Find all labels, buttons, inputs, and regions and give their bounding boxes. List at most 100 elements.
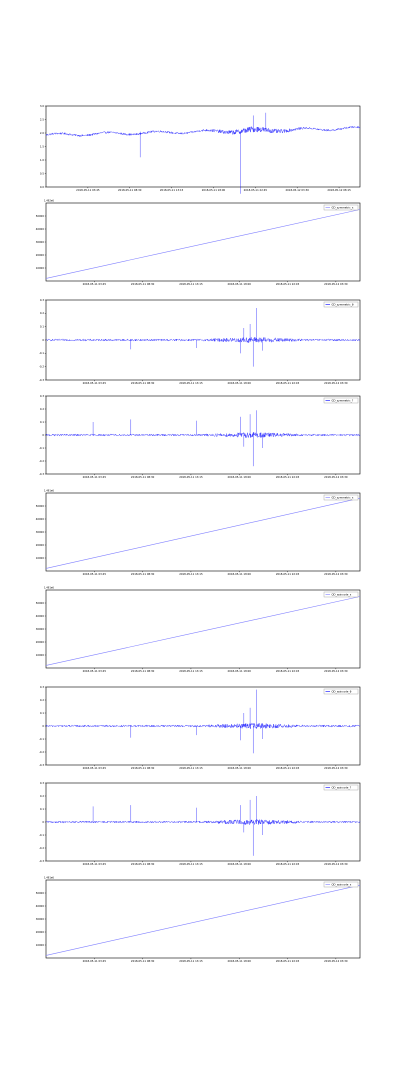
y-tick-label: 20000 — [36, 930, 45, 934]
legend: GD_symmetric_x — [323, 204, 359, 211]
chart-panel-7: -0.3 -0.2 -0.1 0 0.1 0.2 0.3 2018-05-11 03:45 20… — [39, 685, 361, 770]
y-tick-label: 0.2 — [40, 311, 44, 315]
x-tick-label: 2018-05-12 03:30 — [286, 188, 310, 192]
x-tick-label: 2018-05-11 08:30 — [131, 959, 155, 963]
legend-label: GD_symmetric_x — [332, 495, 354, 499]
legend-label: OD_asincode_x — [332, 592, 352, 596]
legend-box — [323, 881, 359, 888]
y-tick-label: 20000 — [36, 543, 45, 547]
x-tick-label: 2018-05-11 22:45 — [276, 766, 300, 770]
x-tick-label: 2018-05-11 13:15 — [179, 572, 203, 576]
y-tick-label: 40000 — [36, 227, 45, 231]
x-tick-label: 2018-05-11 03:45 — [83, 475, 107, 479]
series-line — [45, 884, 361, 956]
y-tick-label: 0.1 — [40, 807, 44, 811]
x-tick-label: 2018-05-11 22:45 — [276, 862, 300, 866]
x-tick-label: 2018-05-11 18:00 — [228, 862, 252, 866]
y-tick-label: 10000 — [36, 266, 45, 270]
x-tick-label: 2018-05-11 08:30 — [131, 766, 155, 770]
axis-offset-label: 1.491e6 — [44, 877, 54, 880]
y-tick-label: 0.3 — [40, 298, 44, 302]
axis-offset-label: 1.491e6 — [44, 587, 54, 590]
x-tick-label: 2018-05-12 03:30 — [324, 282, 348, 286]
series-line — [45, 497, 361, 569]
chart-panel-5: 10000 20000 30000 40000 50000 2018-05-11 03:4… — [36, 490, 361, 576]
x-tick-label: 2018-05-11 08:30 — [118, 188, 142, 192]
x-tick-label: 2018-05-11 08:30 — [131, 862, 155, 866]
x-tick-label: 2018-05-12 03:30 — [324, 959, 348, 963]
chart-panel-2: 10000 20000 30000 40000 50000 2018-05-11 03:4… — [36, 200, 361, 286]
y-tick-label: -0.2 — [39, 365, 44, 369]
y-tick-label: -0.1 — [39, 737, 44, 741]
chart-panel-9: 10000 20000 30000 40000 50000 2018-05-11 03:4… — [36, 877, 361, 963]
legend-label: OD_asincode_? — [332, 785, 352, 789]
plot-area — [45, 589, 361, 669]
y-tick-label: -0.3 — [39, 378, 44, 382]
x-tick-label: 2018-05-11 13:15 — [179, 475, 203, 479]
y-tick-label: 10000 — [36, 943, 45, 947]
x-tick-label: 2018-05-11 18:00 — [228, 282, 252, 286]
y-tick-label: 0.5 — [40, 171, 44, 175]
series-line — [45, 596, 361, 666]
axis-offset-label: 1.492e6 — [44, 200, 54, 203]
x-tick-label: 2018-05-11 18:00 — [228, 572, 252, 576]
y-tick-label: 10000 — [36, 556, 45, 560]
x-tick-label: 2018-05-11 03:45 — [83, 959, 107, 963]
y-tick-label: 0.1 — [40, 420, 44, 424]
legend-box — [323, 494, 359, 501]
legend-label: GD_symmetric_θ — [332, 302, 354, 306]
x-tick-label: 2018-05-11 03:45 — [83, 669, 107, 673]
y-tick-label: 50000 — [36, 214, 45, 218]
y-tick-label: -0.1 — [39, 351, 44, 355]
legend-box — [323, 784, 359, 791]
y-tick-label: -0.1 — [39, 446, 44, 450]
y-tick-label: 0 — [42, 820, 44, 824]
y-tick-label: 50000 — [36, 891, 45, 895]
y-tick-label: 0.3 — [40, 781, 44, 785]
legend-box — [323, 591, 359, 598]
y-tick-label: 2.5 — [40, 117, 44, 121]
x-tick-label: 2018-05-12 03:30 — [324, 862, 348, 866]
legend-label: OD_asincode_x — [332, 882, 352, 886]
y-tick-label: 0 — [42, 338, 44, 342]
y-tick-label: 30000 — [36, 530, 45, 534]
x-tick-label: 2018-05-11 03:45 — [83, 862, 107, 866]
series-line — [45, 432, 361, 438]
x-tick-label: 2018-05-11 08:30 — [131, 669, 155, 673]
plot-area — [45, 202, 361, 282]
x-tick-label: 2018-05-11 22:45 — [276, 669, 300, 673]
chart-panel-1: 0.0 0.5 1.0 1.5 2.0 2.5 3.0 2018-05-11 03:45 201… — [40, 104, 361, 194]
x-tick-label: 2018-05-12 03:30 — [324, 475, 348, 479]
y-tick-label: 50000 — [36, 601, 45, 605]
series-line — [45, 819, 361, 826]
legend-box — [323, 688, 359, 695]
legend-box — [323, 204, 359, 211]
y-tick-label: 3.0 — [40, 104, 44, 108]
y-tick-label: 0.3 — [40, 685, 44, 689]
x-tick-label: 2018-05-11 13:15 — [179, 282, 203, 286]
chart-panel-3: -0.3 -0.2 -0.1 0 0.1 0.2 0.3 2018-05-11 03:45 20… — [39, 298, 361, 385]
y-tick-label: 40000 — [36, 904, 45, 908]
x-tick-label: 2018-05-11 08:30 — [131, 475, 155, 479]
y-tick-label: -0.3 — [39, 472, 44, 476]
x-tick-label: 2018-05-11 03:45 — [83, 381, 107, 385]
y-tick-label: 20000 — [36, 640, 45, 644]
y-tick-label: 0 — [42, 433, 44, 437]
series-line — [45, 722, 361, 729]
y-tick-label: 2.0 — [40, 131, 44, 135]
x-tick-label: 2018-05-11 22:45 — [276, 381, 300, 385]
x-tick-label: 2018-05-11 13:15 — [179, 862, 203, 866]
legend: GD_symmetric_x — [323, 494, 359, 501]
x-tick-label: 2018-05-11 13:15 — [179, 381, 203, 385]
plot-area — [45, 492, 361, 572]
x-tick-label: 2018-05-11 03:45 — [76, 188, 100, 192]
y-tick-label: 40000 — [36, 614, 45, 618]
y-tick-label: 50000 — [36, 504, 45, 508]
y-tick-label: -0.1 — [39, 833, 44, 837]
y-tick-label: 30000 — [36, 917, 45, 921]
legend-label: GD_symmetric_x — [332, 205, 354, 209]
x-tick-label: 2018-05-12 03:30 — [324, 381, 348, 385]
x-tick-label: 2018-05-11 03:45 — [83, 282, 107, 286]
y-tick-label: -0.3 — [39, 763, 44, 767]
